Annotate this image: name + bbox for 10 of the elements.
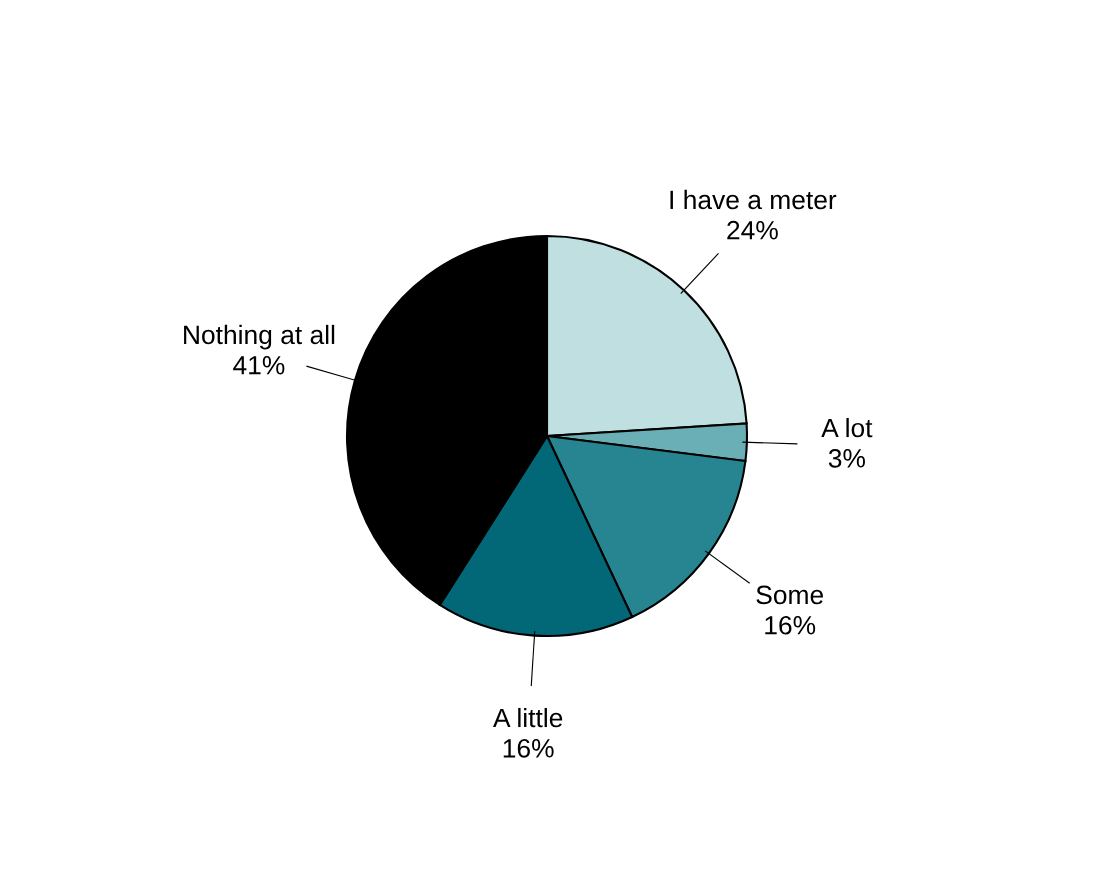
slice-label: Nothing at all	[184, 324, 335, 350]
data-label: 3%	[828, 448, 865, 468]
data-label: 16%	[765, 615, 816, 635]
slice-label: I have a meter	[670, 189, 837, 210]
data-label: 41%	[233, 355, 285, 375]
data-label: 24%	[727, 220, 778, 240]
slice-label: Some	[756, 585, 823, 605]
slice-label: A little	[493, 707, 563, 728]
data-label: 16%	[503, 738, 554, 758]
slice-label: A lot	[821, 417, 873, 438]
